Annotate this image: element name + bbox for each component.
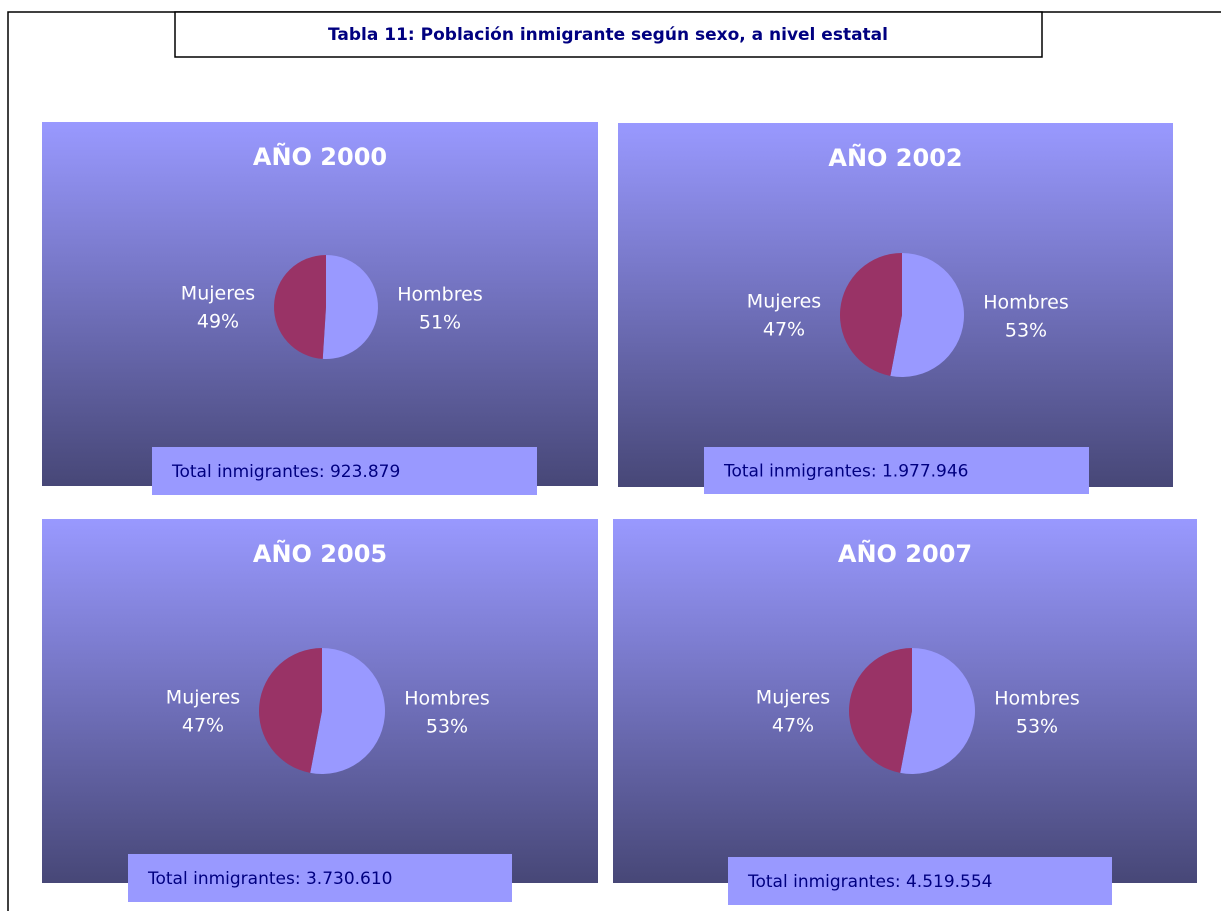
slice-label: Mujeres: [756, 687, 830, 709]
total-label: Total inmigrantes: 3.730.610: [147, 869, 393, 889]
slice-value: 47%: [772, 715, 814, 737]
slice-label: Hombres: [983, 292, 1068, 314]
pie-slice: [310, 648, 385, 774]
pie-slice: [849, 648, 912, 773]
chart-title: AÑO 2005: [253, 539, 387, 568]
slice-label: Hombres: [994, 688, 1079, 710]
pie-slice: [890, 253, 965, 377]
pie-slice: [322, 255, 378, 359]
chart-title: AÑO 2007: [838, 539, 972, 568]
pie-slice: [840, 253, 902, 376]
slice-label: Mujeres: [747, 291, 821, 313]
title-box: [174, 11, 1043, 58]
slice-value: 47%: [182, 715, 224, 737]
slice-value: 51%: [419, 312, 461, 334]
slice-value: 47%: [763, 319, 805, 341]
total-box: [152, 447, 537, 495]
slice-label: Hombres: [397, 284, 482, 306]
chart-title: AÑO 2000: [253, 142, 387, 171]
slice-value: 53%: [1016, 716, 1058, 738]
total-box: [728, 857, 1112, 905]
pie-slice: [273, 255, 326, 359]
chart-title: AÑO 2002: [828, 143, 962, 172]
total-label: Total inmigrantes: 923.879: [171, 462, 400, 482]
slice-value: 49%: [197, 311, 239, 333]
total-label: Total inmigrantes: 1.977.946: [723, 462, 969, 482]
total-box: [128, 854, 512, 902]
total-box: [704, 447, 1089, 494]
pie-slice: [900, 648, 976, 774]
pie-slice: [258, 648, 322, 773]
slice-value: 53%: [426, 716, 468, 738]
slice-label: Mujeres: [166, 687, 240, 709]
slice-label: Hombres: [404, 688, 489, 710]
slice-label: Mujeres: [181, 283, 255, 305]
total-label: Total inmigrantes: 4.519.554: [747, 872, 993, 892]
slice-value: 53%: [1005, 320, 1047, 342]
page-title: Tabla 11: Población inmigrante según sex…: [328, 25, 888, 45]
